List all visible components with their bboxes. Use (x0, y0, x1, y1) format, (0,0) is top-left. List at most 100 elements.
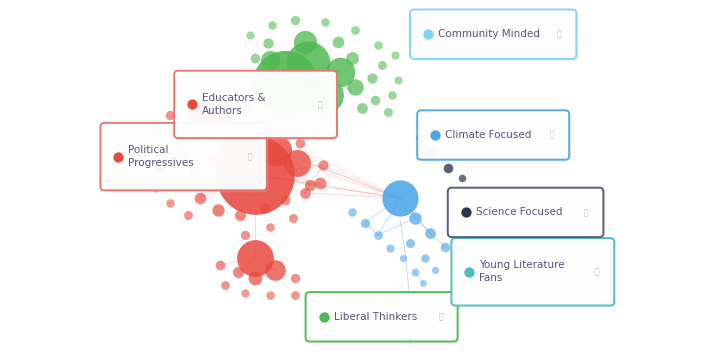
Point (279, 80, 291, 86)
Point (422, 31, 433, 37)
FancyBboxPatch shape (305, 292, 458, 342)
Point (149, 125, 161, 131)
Point (377, 62, 388, 68)
Point (210, 157, 221, 163)
FancyBboxPatch shape (102, 125, 269, 192)
Text: Community Minded: Community Minded (438, 29, 540, 39)
Text: ⛓: ⛓ (550, 130, 554, 139)
Point (249, 172, 261, 178)
Point (194, 110, 206, 116)
Point (424, 150, 436, 156)
Point (291, 160, 303, 166)
FancyBboxPatch shape (453, 240, 616, 307)
Text: ⛓: ⛓ (318, 100, 323, 109)
Point (386, 92, 397, 98)
Point (369, 97, 381, 103)
FancyBboxPatch shape (417, 110, 570, 160)
Point (332, 39, 343, 45)
Point (234, 212, 246, 218)
Point (419, 255, 431, 261)
FancyBboxPatch shape (449, 190, 605, 239)
Point (359, 220, 371, 226)
Point (395, 195, 406, 201)
Point (334, 69, 346, 75)
Text: Liberal Thinkers: Liberal Thinkers (333, 312, 417, 322)
Point (169, 133, 181, 139)
Point (269, 267, 281, 273)
Point (182, 212, 194, 218)
FancyBboxPatch shape (448, 188, 603, 237)
Point (464, 269, 475, 275)
Point (270, 147, 282, 153)
FancyBboxPatch shape (174, 71, 337, 138)
Point (264, 57, 276, 63)
Point (460, 210, 472, 215)
Point (349, 84, 361, 90)
Point (252, 75, 264, 81)
Text: ⛓: ⛓ (584, 208, 589, 217)
Point (262, 40, 274, 46)
Point (302, 60, 314, 66)
Point (414, 135, 426, 141)
Point (366, 75, 378, 81)
Text: ⛓: ⛓ (557, 30, 562, 39)
Point (409, 215, 420, 221)
FancyBboxPatch shape (410, 9, 577, 59)
Text: ⛓: ⛓ (438, 312, 443, 321)
Point (372, 42, 384, 48)
Point (289, 17, 301, 23)
Point (418, 280, 429, 286)
Point (404, 240, 415, 246)
Point (300, 190, 311, 196)
Text: ⛓: ⛓ (248, 152, 252, 161)
Text: ⛓: ⛓ (595, 267, 600, 276)
Point (409, 269, 420, 275)
FancyBboxPatch shape (100, 123, 267, 190)
Point (356, 105, 368, 111)
Point (256, 127, 268, 133)
FancyBboxPatch shape (419, 112, 571, 162)
Point (249, 255, 261, 261)
Point (164, 112, 176, 118)
Point (456, 175, 468, 181)
Point (215, 262, 226, 268)
Point (239, 232, 251, 238)
Point (314, 180, 325, 186)
Text: Climate Focused: Climate Focused (445, 130, 531, 140)
Point (264, 292, 276, 298)
Point (429, 132, 441, 138)
Point (287, 215, 299, 221)
Text: Political
Progressives: Political Progressives (128, 145, 194, 168)
Point (233, 269, 244, 275)
Point (194, 195, 206, 201)
Point (382, 109, 394, 115)
Point (305, 182, 316, 188)
Point (289, 275, 301, 281)
Point (242, 102, 253, 108)
Point (189, 169, 201, 175)
FancyBboxPatch shape (307, 294, 459, 343)
Text: Young Literature
Fans: Young Literature Fans (480, 260, 565, 283)
Point (231, 170, 243, 176)
Point (215, 125, 226, 131)
Point (249, 275, 261, 281)
Point (164, 200, 176, 206)
Point (346, 55, 358, 61)
Point (397, 255, 409, 261)
Point (439, 244, 451, 250)
Point (279, 197, 291, 203)
FancyBboxPatch shape (412, 12, 578, 61)
Point (244, 32, 256, 38)
Point (318, 162, 329, 168)
Point (390, 52, 401, 58)
FancyBboxPatch shape (451, 238, 614, 306)
Point (219, 282, 230, 288)
Point (372, 232, 384, 238)
Point (349, 27, 361, 33)
Point (319, 19, 330, 25)
Point (300, 39, 311, 45)
Point (424, 230, 436, 236)
Point (266, 22, 278, 28)
Point (239, 290, 251, 296)
Point (429, 267, 441, 273)
